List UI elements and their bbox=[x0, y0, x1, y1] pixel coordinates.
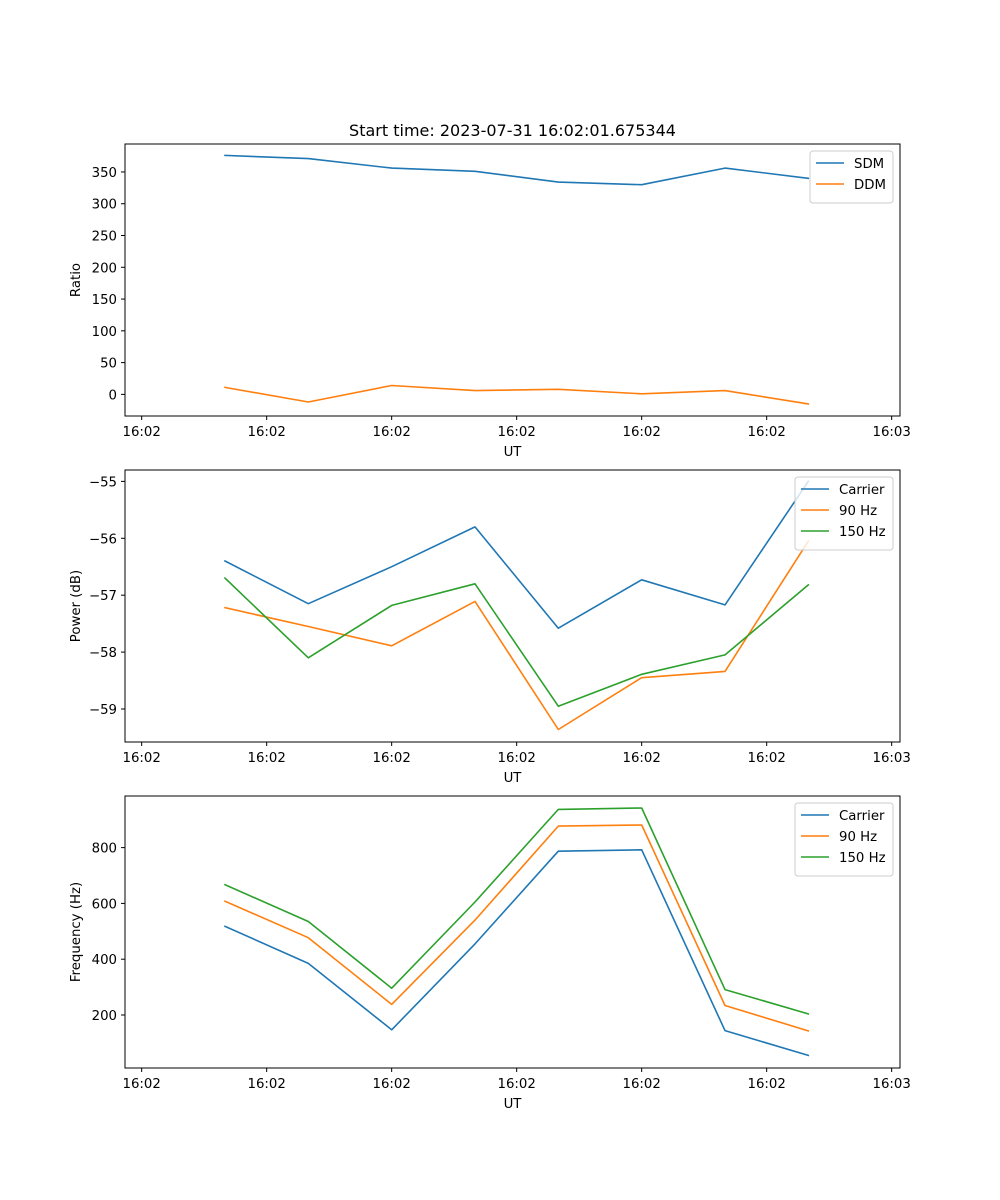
legend-label: 90 Hz bbox=[839, 504, 877, 519]
x-tick-label: 16:02 bbox=[373, 751, 411, 766]
y-axis-label: Ratio bbox=[69, 263, 84, 297]
chart-panel-1: 16:02 16:02 16:02 16:02 16:02 16:02 16:03 0 50 10… bbox=[69, 143, 911, 460]
axes-frame bbox=[124, 795, 901, 1069]
x-tick-label: 16:02 bbox=[498, 425, 536, 440]
x-tick-label: 16:03 bbox=[873, 751, 911, 766]
series-line-90-hz bbox=[224, 539, 810, 731]
x-tick-label: 16:03 bbox=[873, 1077, 911, 1092]
x-tick-label: 16:03 bbox=[873, 425, 911, 440]
y-tick-label: −55 bbox=[89, 475, 117, 490]
series-line-carrier bbox=[223, 480, 810, 630]
series-line-90-hz bbox=[223, 824, 810, 1032]
chart-title: Start time: 2023-07-31 16:02:01.675344 bbox=[349, 121, 676, 140]
x-tick-label: 16:02 bbox=[123, 751, 161, 766]
y-tick-label: 0 bbox=[109, 388, 117, 403]
series-line-sdm bbox=[224, 154, 810, 186]
x-axis-label: UT bbox=[504, 1097, 523, 1112]
legend-label: 90 Hz bbox=[839, 830, 877, 845]
x-tick-label: 16:02 bbox=[248, 751, 286, 766]
y-tick-label: −59 bbox=[89, 703, 117, 718]
y-tick-label: −57 bbox=[89, 589, 117, 604]
x-tick-label: 16:02 bbox=[748, 751, 786, 766]
series-line-ddm bbox=[224, 384, 810, 405]
y-tick-label: 250 bbox=[92, 230, 117, 245]
x-tick-label: 16:02 bbox=[748, 425, 786, 440]
series-line-150-hz bbox=[223, 576, 810, 708]
legend-label: 150 Hz bbox=[839, 851, 886, 866]
x-tick-label: 16:02 bbox=[248, 425, 286, 440]
y-tick-label: 300 bbox=[92, 198, 117, 213]
x-axis-label: UT bbox=[504, 445, 523, 460]
panels: 16:02 16:02 16:02 16:02 16:02 16:02 16:03 0 50 10… bbox=[69, 143, 911, 1112]
y-tick-label: −58 bbox=[89, 646, 117, 661]
x-tick-label: 16:02 bbox=[373, 1077, 411, 1092]
y-tick-label: 800 bbox=[92, 842, 117, 857]
y-tick-label: 600 bbox=[92, 897, 117, 912]
axes-frame bbox=[124, 143, 901, 417]
legend-label: 150 Hz bbox=[839, 525, 886, 540]
y-tick-label: 200 bbox=[92, 1009, 117, 1024]
axes-frame bbox=[124, 469, 901, 743]
x-tick-label: 16:02 bbox=[498, 1077, 536, 1092]
y-tick-label: 350 bbox=[92, 166, 117, 181]
chart-panel-2: 16:02 16:02 16:02 16:02 16:02 16:02 16:03 −59 −5… bbox=[69, 469, 911, 786]
series-line-carrier bbox=[223, 848, 810, 1057]
y-axis-label: Power (dB) bbox=[69, 570, 84, 642]
x-tick-label: 16:02 bbox=[498, 751, 536, 766]
x-tick-label: 16:02 bbox=[123, 425, 161, 440]
y-axis-label: Frequency (Hz) bbox=[69, 882, 84, 982]
y-tick-label: −56 bbox=[89, 532, 117, 547]
x-tick-label: 16:02 bbox=[623, 425, 661, 440]
legend: SDM DDM bbox=[809, 150, 894, 204]
x-tick-label: 16:02 bbox=[248, 1077, 286, 1092]
x-tick-label: 16:02 bbox=[623, 751, 661, 766]
legend: Carrier 90 Hz 150 Hz bbox=[794, 476, 894, 551]
x-tick-label: 16:02 bbox=[748, 1077, 786, 1092]
x-tick-label: 16:02 bbox=[123, 1077, 161, 1092]
legend: Carrier 90 Hz 150 Hz bbox=[794, 802, 894, 877]
series-line-150-hz bbox=[223, 807, 810, 1015]
y-tick-label: 50 bbox=[100, 357, 117, 372]
legend-label: SDM bbox=[854, 157, 884, 172]
chart-panel-3: 16:02 16:02 16:02 16:02 16:02 16:02 16:03 200 40… bbox=[69, 795, 911, 1112]
legend-label: DDM bbox=[854, 178, 886, 193]
y-tick-label: 200 bbox=[92, 261, 117, 276]
x-axis-label: UT bbox=[504, 771, 523, 786]
legend-box bbox=[809, 150, 894, 204]
legend-label: Carrier bbox=[839, 809, 885, 824]
y-tick-label: 150 bbox=[92, 293, 117, 308]
x-tick-label: 16:02 bbox=[623, 1077, 661, 1092]
y-tick-label: 400 bbox=[92, 953, 117, 968]
x-tick-label: 16:02 bbox=[373, 425, 411, 440]
legend-label: Carrier bbox=[839, 483, 885, 498]
y-tick-label: 100 bbox=[92, 325, 117, 340]
